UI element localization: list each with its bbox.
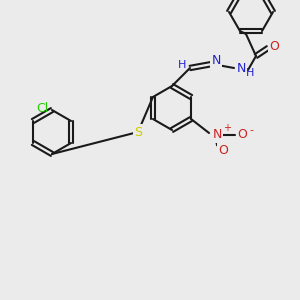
Text: O: O: [218, 143, 228, 157]
Text: S: S: [134, 125, 142, 139]
Text: H: H: [178, 60, 186, 70]
Text: O: O: [237, 128, 247, 142]
Text: H: H: [246, 68, 254, 78]
Text: -: -: [249, 125, 253, 135]
Text: Cl: Cl: [36, 101, 48, 115]
Text: N: N: [211, 55, 221, 68]
Text: O: O: [269, 40, 279, 52]
Text: N: N: [212, 128, 222, 142]
Text: +: +: [223, 123, 231, 133]
Text: N: N: [236, 62, 246, 76]
